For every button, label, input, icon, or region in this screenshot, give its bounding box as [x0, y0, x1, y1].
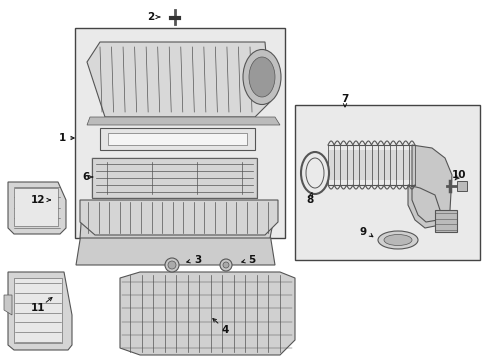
Bar: [88, 205, 263, 230]
Ellipse shape: [243, 49, 281, 104]
Ellipse shape: [223, 262, 229, 268]
Polygon shape: [8, 272, 72, 350]
Ellipse shape: [384, 234, 412, 246]
Polygon shape: [87, 117, 280, 125]
Text: 5: 5: [248, 255, 256, 265]
Polygon shape: [87, 42, 270, 117]
Text: 11: 11: [31, 303, 45, 313]
Text: 10: 10: [452, 170, 466, 180]
Polygon shape: [408, 145, 452, 228]
Bar: [108, 133, 247, 145]
Bar: [75, 28, 285, 238]
Bar: [92, 158, 257, 198]
Text: 2: 2: [147, 12, 155, 22]
Text: 1: 1: [58, 133, 66, 143]
Text: 9: 9: [360, 227, 367, 237]
Bar: [295, 105, 480, 260]
Bar: [435, 210, 457, 232]
Bar: [14, 278, 62, 343]
Bar: [14, 188, 58, 226]
Polygon shape: [8, 182, 66, 234]
Ellipse shape: [168, 261, 176, 269]
Text: 8: 8: [306, 195, 314, 205]
Bar: [328, 150, 415, 180]
Ellipse shape: [165, 258, 179, 272]
Text: 3: 3: [195, 255, 201, 265]
Polygon shape: [80, 200, 278, 235]
Polygon shape: [80, 210, 272, 238]
Ellipse shape: [378, 231, 418, 249]
Text: 4: 4: [221, 325, 229, 335]
Polygon shape: [4, 295, 12, 315]
Polygon shape: [120, 272, 295, 355]
Text: 6: 6: [82, 172, 90, 182]
Bar: [92, 158, 257, 198]
Bar: [457, 181, 467, 191]
Ellipse shape: [249, 57, 275, 97]
Text: 12: 12: [31, 195, 45, 205]
Bar: [100, 128, 255, 150]
Text: 7: 7: [342, 94, 349, 104]
Ellipse shape: [220, 259, 232, 271]
Polygon shape: [76, 215, 275, 265]
